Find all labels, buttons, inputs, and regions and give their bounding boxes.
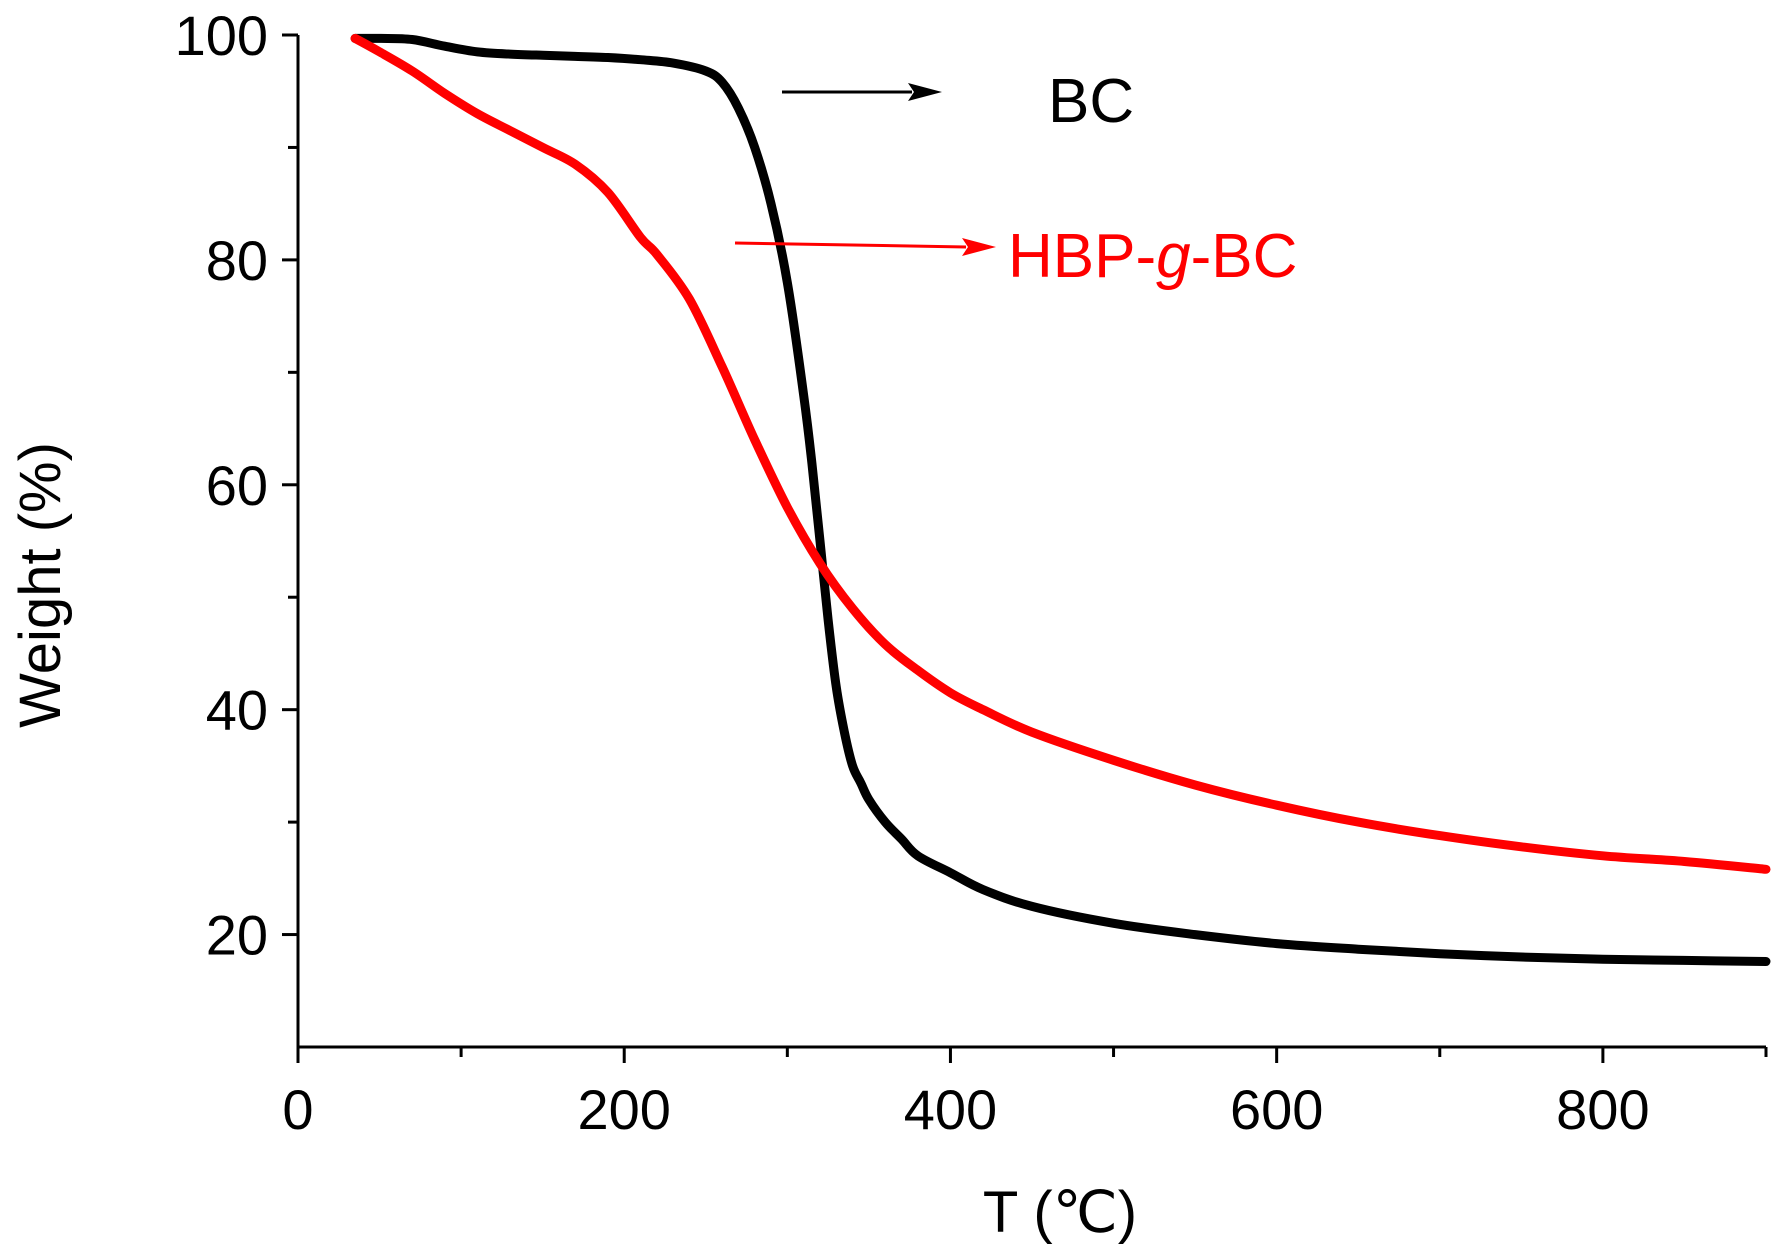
- y-tick-label: 20: [206, 904, 268, 967]
- hbp-g-bc-series-line: [350, 33, 1771, 874]
- y-axis-title: Weight (%): [8, 442, 73, 728]
- x-tick-label: 400: [904, 1078, 997, 1141]
- tick-labels: 0 200 400 600 800 20 40 60 80 100: [175, 4, 1650, 1141]
- hbp-annotation: HBP-g-BC: [734, 222, 1297, 291]
- x-tick-label: 0: [282, 1078, 313, 1141]
- x-tick-label: 800: [1556, 1078, 1649, 1141]
- hbp-arrow-shaft: [734, 241, 967, 249]
- hbp-label-part-2: g: [1156, 222, 1190, 291]
- x-axis-title: T (℃): [983, 1180, 1137, 1245]
- axes: [296, 35, 1766, 1049]
- y-tick-label: 100: [175, 4, 268, 67]
- bc-arrow-head: [908, 83, 942, 101]
- ticks: [282, 33, 1768, 1063]
- y-tick-label: 40: [206, 679, 268, 742]
- x-tick-label: 200: [578, 1078, 671, 1141]
- y-tick-label: 60: [206, 454, 268, 517]
- hbp-label-part-3: -BC: [1191, 222, 1298, 291]
- hbp-series-label: HBP-g-BC: [1008, 222, 1297, 291]
- hbp-arrow-head: [962, 238, 996, 256]
- series-annotations: BC HBP-g-BC: [734, 67, 1297, 291]
- series-group: [350, 33, 1771, 966]
- bc-annotation: BC: [782, 67, 1134, 136]
- y-tick-label: 80: [206, 229, 268, 292]
- hbp-label-part-1: HBP-: [1008, 222, 1156, 291]
- x-tick-label: 600: [1230, 1078, 1323, 1141]
- bc-series-label: BC: [1048, 67, 1134, 136]
- bc-series-line: [350, 33, 1771, 966]
